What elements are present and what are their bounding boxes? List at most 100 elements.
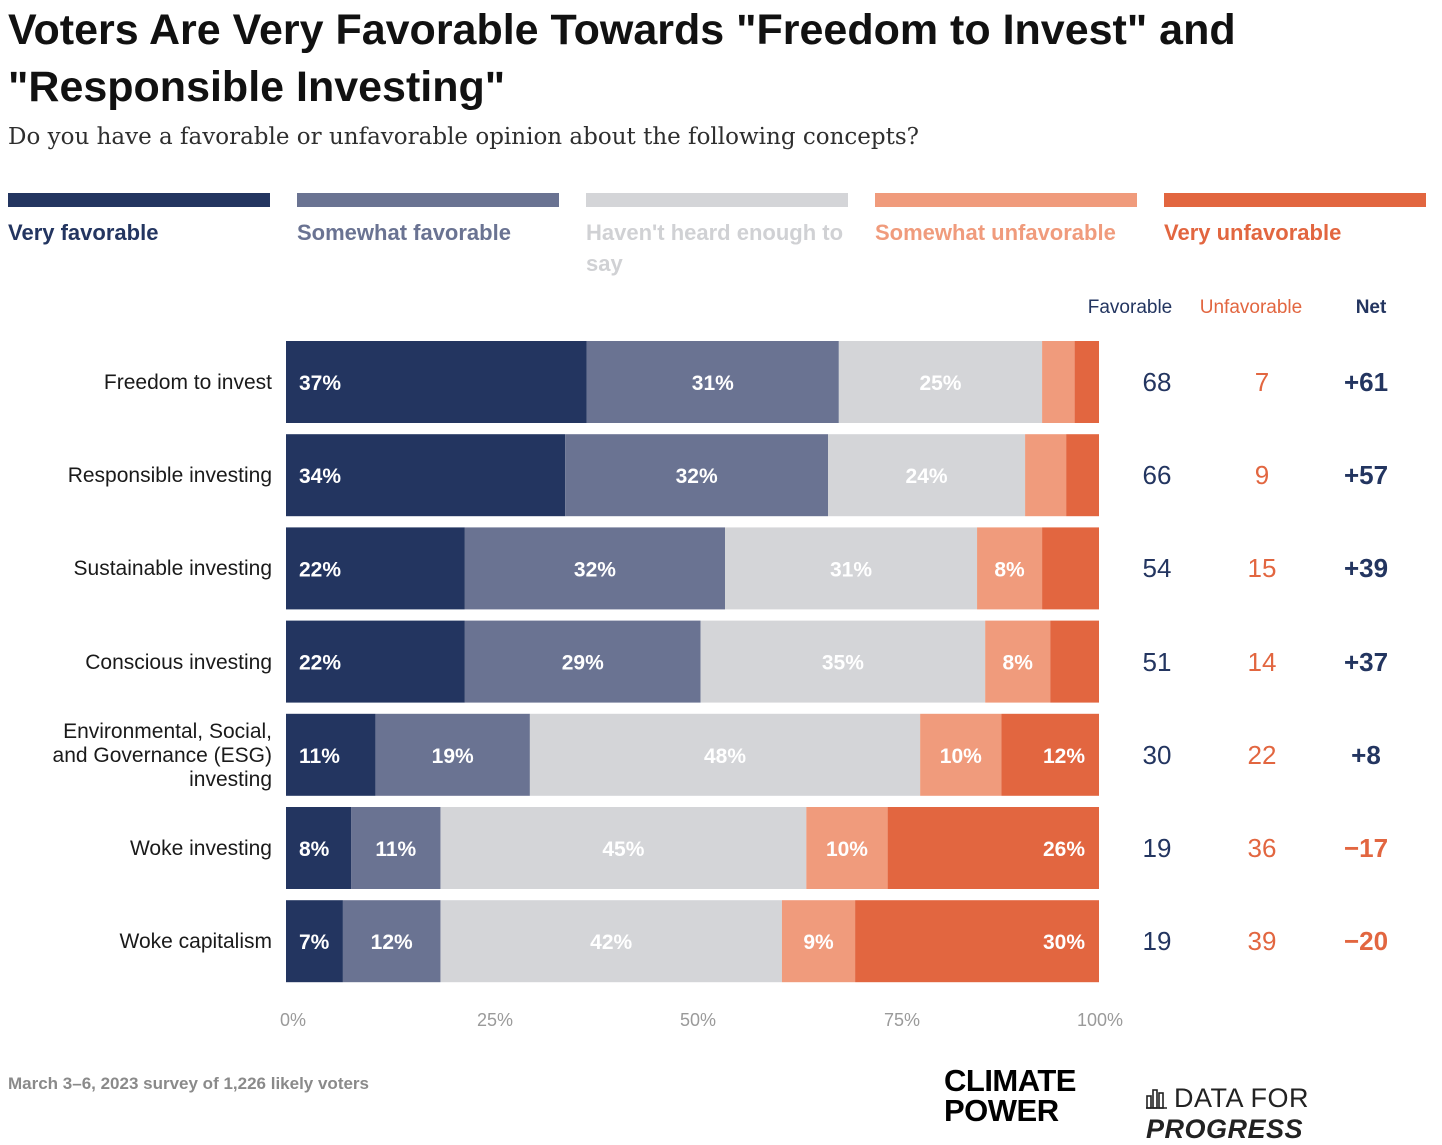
data-label: 10% xyxy=(826,838,868,861)
legend-item: Haven't heard enough to say xyxy=(586,193,848,279)
data-label: 32% xyxy=(676,465,718,488)
favorable-value: 30 xyxy=(1142,739,1172,770)
data-label: 7% xyxy=(299,931,330,954)
bar-segment xyxy=(464,620,701,703)
bar-segment xyxy=(464,527,726,610)
bar-segment xyxy=(1025,434,1067,517)
favorable-value: 19 xyxy=(1142,833,1172,863)
axis-tick-label: 75% xyxy=(883,1010,921,1030)
data-label: 8% xyxy=(994,558,1025,581)
bar-segment xyxy=(586,341,839,423)
bar-segment xyxy=(887,807,1099,889)
legend-swatch xyxy=(297,193,559,207)
data-label: 31% xyxy=(830,558,872,581)
bar-segment xyxy=(286,527,465,610)
bar-segment xyxy=(1001,713,1099,796)
data-label: 31% xyxy=(692,372,734,395)
category-label: Freedom to invest xyxy=(10,371,272,395)
bar-segment xyxy=(1066,434,1099,517)
unfavorable-value: 22 xyxy=(1247,739,1277,770)
bar-segment xyxy=(286,620,465,703)
legend-label: Somewhat unfavorable xyxy=(875,220,1116,245)
category-label: Responsible investing xyxy=(10,464,272,488)
category-label-line: Environmental, Social, xyxy=(63,719,272,743)
category-label: Environmental, Social, and Governance (ES… xyxy=(10,720,272,792)
axis-tick-label: 25% xyxy=(476,1010,514,1030)
bar-segment xyxy=(855,900,1099,983)
favorable-value: 19 xyxy=(1142,926,1172,957)
bar-segment xyxy=(375,713,530,796)
legend-item: Somewhat favorable xyxy=(297,193,559,248)
bar-segment xyxy=(985,620,1051,703)
data-label: 37% xyxy=(299,372,341,395)
legend-item: Somewhat unfavorable xyxy=(875,193,1137,248)
category-label: Woke capitalism xyxy=(10,930,273,954)
chart-title: Voters Are Very Favorable Towards "Freed… xyxy=(8,6,1236,111)
unfavorable-value: 9 xyxy=(1254,460,1270,491)
axis-tick-label: 0% xyxy=(279,1010,306,1030)
category-label-line: Woke capitalism xyxy=(119,930,273,954)
category-label-line: Woke investing xyxy=(129,837,272,860)
net-value: +37 xyxy=(1343,646,1389,677)
favorable-value: 66 xyxy=(1142,460,1172,491)
category-label-line: Conscious investing xyxy=(85,650,272,674)
net-value: −20 xyxy=(1343,926,1389,957)
bar-segment xyxy=(286,713,376,796)
net-value: +39 xyxy=(1343,553,1389,584)
data-label: 25% xyxy=(919,372,961,395)
data-label: 48% xyxy=(704,745,746,768)
unfavorable-value: 14 xyxy=(1247,646,1277,677)
legend-item: Very unfavorable xyxy=(1164,193,1426,248)
legend-swatch xyxy=(586,193,848,207)
legend-swatch xyxy=(875,193,1137,207)
data-label: 22% xyxy=(299,558,341,581)
data-label: 32% xyxy=(574,558,616,581)
net-value: +8 xyxy=(1351,739,1381,770)
legend-swatch xyxy=(8,193,270,207)
unfavorable-column-header: Unfavorable xyxy=(1199,297,1303,318)
bar-segment xyxy=(1050,620,1099,703)
bar-segment xyxy=(351,807,441,889)
data-label: 35% xyxy=(822,652,864,675)
data-label: 45% xyxy=(602,838,644,861)
data-label: 8% xyxy=(299,838,330,861)
data-label: 12% xyxy=(1043,745,1085,768)
legend-label: Haven't heard enough to say xyxy=(586,220,844,276)
axis-tick-label: 100% xyxy=(1076,1010,1124,1030)
category-label: Woke investing xyxy=(10,837,272,861)
favorable-value: 51 xyxy=(1142,646,1172,677)
chart-subtitle: Do you have a favorable or unfavorable o… xyxy=(8,124,919,150)
unfavorable-value: 15 xyxy=(1247,553,1277,584)
data-label: 26% xyxy=(1043,838,1085,861)
data-label: 42% xyxy=(590,931,632,954)
net-value: +61 xyxy=(1343,367,1389,397)
favorable-column-header: Favorable xyxy=(1087,297,1173,318)
data-label: 11% xyxy=(299,745,340,768)
category-label-line: Responsible investing xyxy=(67,464,272,488)
bar-segment xyxy=(286,434,566,517)
data-label: 22% xyxy=(299,652,341,675)
data-label: 30% xyxy=(1043,931,1085,954)
bar-segment xyxy=(838,341,1043,423)
data-label: 19% xyxy=(432,745,474,768)
favorable-value: 68 xyxy=(1142,367,1172,397)
bar-segment xyxy=(725,527,978,610)
bar-segment xyxy=(286,807,352,889)
axis-tick-label: 50% xyxy=(679,1010,717,1030)
category-label: Sustainable investing xyxy=(10,557,272,581)
data-label: 12% xyxy=(371,931,413,954)
legend-item: Very favorable xyxy=(8,193,270,248)
bar-segment xyxy=(286,341,587,423)
bar-chart-icon xyxy=(1146,1089,1167,1109)
favorable-value: 54 xyxy=(1142,553,1172,584)
category-label-line: Freedom to invest xyxy=(103,371,272,394)
category-label-line: Sustainable investing xyxy=(73,557,272,581)
category-label-line: and Governance (ESG) xyxy=(52,743,272,767)
unfavorable-value: 7 xyxy=(1254,367,1270,397)
legend-swatch xyxy=(1164,193,1426,207)
bar-segment xyxy=(1042,527,1099,610)
legend-label: Very unfavorable xyxy=(1164,220,1342,245)
bar-segment xyxy=(565,434,828,517)
unfavorable-value: 39 xyxy=(1247,926,1277,957)
category-label: Conscious investing xyxy=(10,651,272,675)
